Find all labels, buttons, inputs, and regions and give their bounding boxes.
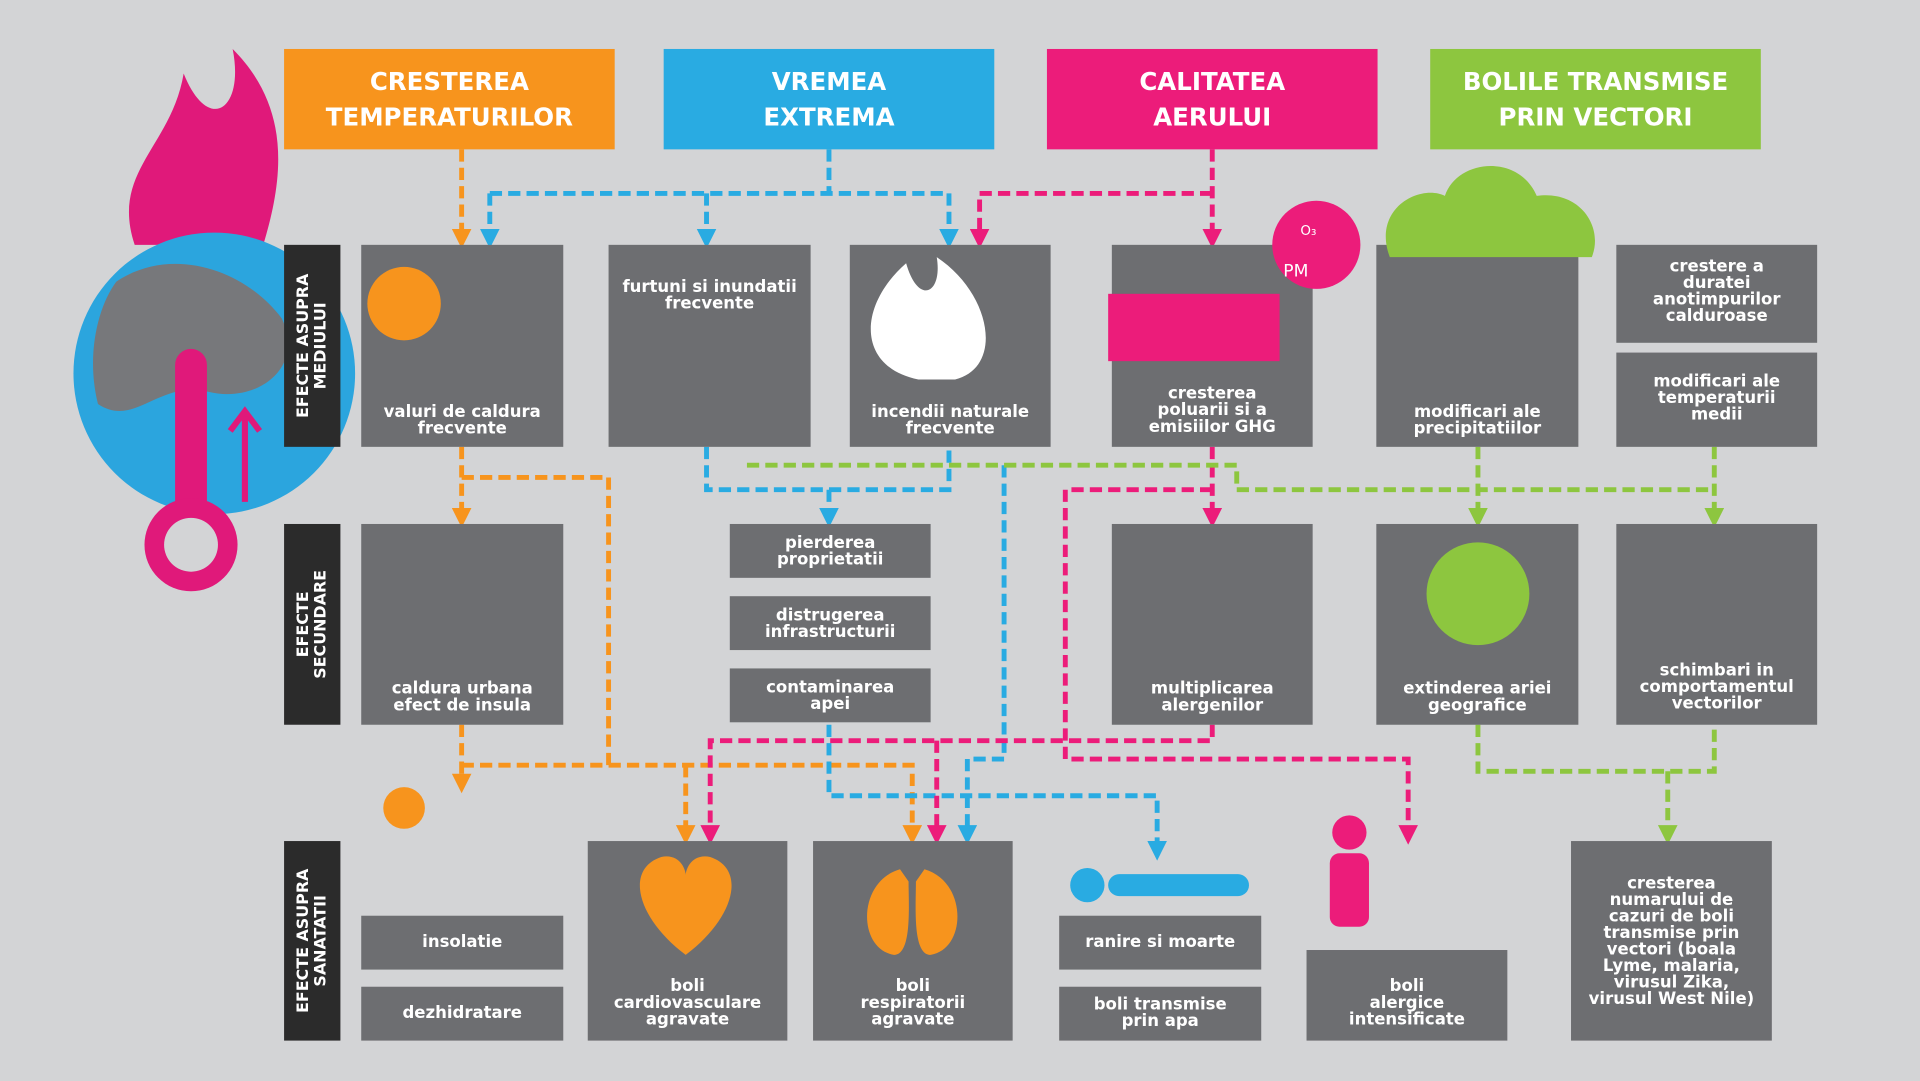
header-text: CALITATEA bbox=[1139, 67, 1285, 96]
row-label-box bbox=[284, 523, 341, 725]
box-text: intensificate bbox=[1349, 1009, 1465, 1028]
box-text: efect de insula bbox=[393, 695, 531, 714]
box bbox=[1111, 523, 1313, 725]
box-text: calduroase bbox=[1666, 306, 1768, 325]
header-box bbox=[663, 48, 995, 150]
box-text: temperaturii bbox=[1658, 388, 1776, 407]
box-text: incendii naturale bbox=[871, 402, 1029, 421]
box-text: insolatie bbox=[422, 932, 502, 951]
icons: PM O₃ bbox=[367, 165, 1595, 955]
icon-label: PM bbox=[1283, 262, 1308, 282]
box bbox=[361, 986, 564, 1041]
box-text: schimbari in bbox=[1660, 660, 1774, 679]
box-text: caldura urbana bbox=[392, 679, 533, 698]
box bbox=[813, 841, 1013, 1041]
box-text: virusul West Nile) bbox=[1589, 989, 1755, 1008]
box-text: vectori (boala bbox=[1607, 940, 1736, 959]
box-text: modificari ale bbox=[1653, 371, 1780, 390]
box-text: valuri de caldura bbox=[384, 402, 541, 421]
row-label-box bbox=[284, 841, 341, 1041]
box-text: vectorilor bbox=[1672, 693, 1763, 712]
box-text: boli bbox=[670, 976, 705, 995]
header-text: VREMEA bbox=[772, 67, 887, 96]
box-text: agravate bbox=[646, 1009, 729, 1028]
box bbox=[729, 523, 931, 578]
box-text: extinderea ariei bbox=[1403, 679, 1551, 698]
box-text: Lyme, malaria, bbox=[1603, 956, 1740, 975]
box bbox=[1571, 841, 1772, 1041]
box bbox=[1616, 244, 1818, 343]
box-text: prin apa bbox=[1122, 1011, 1199, 1030]
box-text: cresterea bbox=[1168, 384, 1257, 403]
box bbox=[608, 244, 811, 447]
header-text: TEMPERATURILOR bbox=[326, 103, 573, 132]
box bbox=[1616, 352, 1818, 447]
row-label-text: EFECTE ASUPRA bbox=[293, 868, 312, 1013]
box-text: apei bbox=[810, 694, 850, 713]
box-text: transmise prin bbox=[1604, 923, 1740, 942]
box bbox=[1376, 244, 1579, 447]
box bbox=[729, 596, 931, 651]
header-text: PRIN VECTORI bbox=[1499, 103, 1693, 132]
box-text: medii bbox=[1691, 405, 1743, 424]
box-text: frecvente bbox=[418, 419, 507, 438]
box bbox=[1059, 915, 1262, 970]
box-text: frecvente bbox=[906, 419, 995, 438]
box-text: modificari ale bbox=[1414, 402, 1541, 421]
header-text: CRESTEREA bbox=[370, 67, 529, 96]
row-label-text: EFECTE ASUPRA bbox=[293, 273, 312, 418]
box-text: dezhidratare bbox=[402, 1003, 522, 1022]
box-text: cardiovasculare bbox=[614, 993, 761, 1012]
box-text: virusul Zika, bbox=[1614, 973, 1729, 992]
box-text: respiratorii bbox=[861, 993, 966, 1012]
box bbox=[361, 915, 564, 970]
box bbox=[361, 523, 564, 725]
row-label-text: SANATATII bbox=[310, 895, 329, 987]
box-text: multiplicarea bbox=[1151, 679, 1274, 698]
header-box bbox=[1046, 48, 1378, 150]
box-text: precipitatiilor bbox=[1414, 419, 1542, 438]
box-text: cresterea bbox=[1627, 873, 1716, 892]
box-text: contaminarea bbox=[766, 678, 894, 697]
box-text: furtuni si inundatii bbox=[622, 277, 796, 296]
box-text: pierderea bbox=[785, 533, 875, 552]
box-text: poluarii si a bbox=[1158, 400, 1267, 419]
box-text: numarului de bbox=[1610, 890, 1734, 909]
header-text: EXTREMA bbox=[763, 103, 894, 132]
box-text: distrugerea bbox=[776, 605, 885, 624]
box bbox=[729, 668, 931, 723]
box-text: boli bbox=[1390, 976, 1425, 995]
box-text: crestere a bbox=[1670, 256, 1764, 275]
box bbox=[1616, 523, 1818, 725]
box-text: ranire si moarte bbox=[1085, 932, 1235, 951]
header-box bbox=[284, 48, 615, 150]
box-text: infrastructurii bbox=[765, 622, 895, 641]
box-text: emisiilor GHG bbox=[1149, 417, 1276, 436]
header-text: BOLILE TRANSMISE bbox=[1463, 67, 1728, 96]
header-box bbox=[1430, 48, 1761, 150]
box-text: boli transmise bbox=[1094, 995, 1227, 1014]
box-text: geografice bbox=[1428, 695, 1527, 714]
row-label-text: MEDIULUI bbox=[310, 302, 329, 389]
icon-label: O₃ bbox=[1300, 224, 1316, 239]
box bbox=[1306, 950, 1508, 1041]
row-label-text: EFECTE bbox=[293, 591, 312, 657]
header-text: AERULUI bbox=[1153, 103, 1271, 132]
box-text: comportamentul bbox=[1640, 677, 1794, 696]
box-text: duratei bbox=[1683, 273, 1751, 292]
box bbox=[1059, 986, 1262, 1041]
box-text: boli bbox=[896, 976, 931, 995]
box-text: cazuri de boli bbox=[1609, 906, 1734, 925]
box-text: proprietatii bbox=[777, 550, 883, 569]
box-text: alergice bbox=[1370, 993, 1445, 1012]
box-text: alergenilor bbox=[1161, 695, 1264, 714]
box-text: anotimpurilor bbox=[1653, 289, 1781, 308]
row-label-text: SECUNDARE bbox=[310, 570, 329, 679]
connectors bbox=[451, 149, 1725, 861]
box-text: agravate bbox=[871, 1009, 954, 1028]
box-text: frecvente bbox=[665, 294, 754, 313]
row-label-box bbox=[284, 244, 341, 447]
